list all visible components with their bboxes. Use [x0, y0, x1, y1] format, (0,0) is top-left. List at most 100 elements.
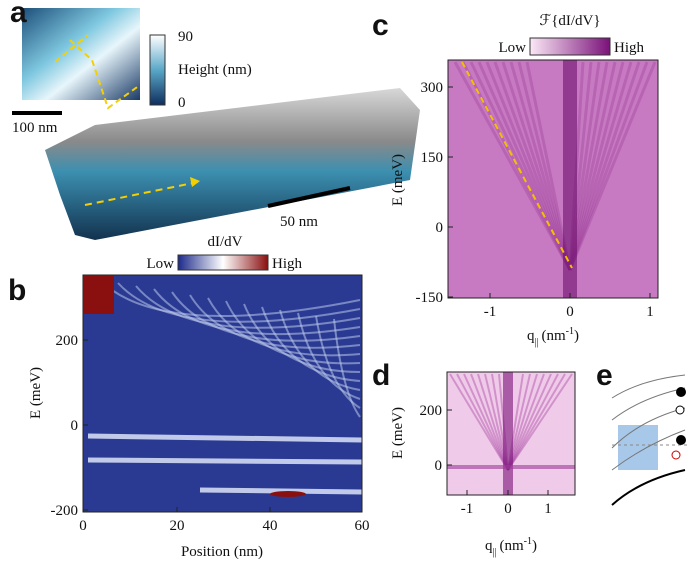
- band: [611, 374, 686, 471]
- y-tick-label: 0: [435, 458, 443, 474]
- state: [676, 387, 686, 397]
- stripe: [315, 315, 361, 409]
- colorbar-tick: 0: [178, 95, 186, 111]
- y-tick-label: -200: [51, 503, 79, 519]
- stripe: [225, 300, 361, 365]
- state: [676, 435, 686, 445]
- y-tick-label: 200: [56, 333, 79, 349]
- panel-label: d: [372, 359, 390, 392]
- stripe: [199, 487, 363, 495]
- panel-label: e: [596, 359, 613, 392]
- path-arrow: [84, 181, 199, 206]
- x-axis-label: Position (nm): [181, 544, 263, 560]
- heatmap: [83, 275, 362, 512]
- path-line: [69, 39, 141, 110]
- axes-frame: [446, 371, 576, 496]
- colorbar-title: ℱ{dI/dV}: [539, 13, 600, 29]
- y-tick-label: 200: [420, 403, 443, 419]
- x-tick-label: 1: [544, 501, 552, 517]
- stripe: [333, 318, 361, 418]
- y-tick-label: 0: [436, 220, 444, 236]
- colorbar: [529, 37, 611, 56]
- path-line: [54, 34, 89, 63]
- filled-states: [618, 425, 658, 470]
- colorbar-tick: 90: [178, 29, 193, 45]
- branch: [463, 373, 509, 471]
- x-tick-label: 60: [355, 518, 370, 534]
- panel-e: [611, 374, 688, 506]
- branch: [507, 373, 559, 471]
- branch: [568, 61, 657, 271]
- branch: [568, 61, 633, 271]
- branch: [493, 61, 572, 271]
- arrow-head: [190, 177, 200, 187]
- branch: [568, 61, 625, 271]
- colorbar: [177, 254, 269, 271]
- stripe: [243, 303, 361, 373]
- branch: [456, 373, 509, 471]
- x-tick-label: -1: [484, 304, 497, 320]
- branch: [461, 61, 572, 271]
- x-tick-label: 20: [170, 518, 185, 534]
- branch: [449, 373, 509, 471]
- branch: [568, 61, 617, 271]
- branch: [568, 61, 649, 271]
- colorbar-low: Low: [147, 256, 175, 272]
- x-tick-label: -1: [461, 501, 474, 517]
- y-axis-label: E (meV): [390, 407, 406, 459]
- stripe: [117, 282, 361, 323]
- center-band: [563, 60, 577, 298]
- y-tick-label: 0: [71, 418, 79, 434]
- branch: [507, 373, 573, 471]
- hot-spot: [270, 491, 306, 497]
- panel-label: b: [8, 274, 26, 307]
- colorbar-title: dI/dV: [208, 234, 243, 250]
- band: [611, 469, 686, 506]
- panel-a: [12, 8, 420, 240]
- branch: [507, 373, 545, 471]
- x-axis-label: q|| (nm-1): [527, 326, 579, 348]
- stripe: [87, 433, 363, 443]
- x-tick-label: 0: [504, 501, 512, 517]
- label-part: q: [485, 538, 493, 554]
- axes-frame: [82, 274, 363, 513]
- label-part: ): [574, 328, 579, 344]
- colorbar-label: Height (nm): [178, 62, 252, 78]
- label-sub: ||: [534, 337, 538, 348]
- label-part: (nm: [542, 328, 566, 344]
- hot-spot: [84, 276, 114, 314]
- height-colorbar: [149, 34, 166, 106]
- label-part: (nm: [500, 538, 524, 554]
- x-tick-label: 1: [646, 304, 654, 320]
- branch: [517, 61, 572, 271]
- branch: [525, 61, 572, 271]
- label-sub: ||: [492, 547, 496, 558]
- center-band: [503, 372, 513, 495]
- y-tick-label: 150: [421, 150, 444, 166]
- scale-label: 100 nm: [12, 120, 58, 136]
- scale-bar: [267, 186, 351, 208]
- branch: [509, 61, 572, 271]
- y-tick-label: 300: [421, 80, 444, 96]
- topography-inset: [22, 8, 140, 100]
- stripe: [87, 457, 363, 465]
- x-axis-label: q|| (nm-1): [485, 536, 537, 558]
- scale-label: 50 nm: [280, 214, 318, 230]
- branch: [453, 61, 572, 271]
- branch: [507, 373, 566, 471]
- panel-b: [83, 254, 362, 512]
- axes-frame: [447, 59, 659, 299]
- y-axis-label: E (meV): [28, 367, 44, 419]
- nanowire-3d: [45, 88, 420, 240]
- colorbar-low: Low: [499, 40, 527, 56]
- colorbar-high: High: [614, 40, 645, 56]
- branch: [485, 61, 572, 271]
- stripe: [171, 291, 361, 342]
- x-tick-label: 40: [263, 518, 278, 534]
- y-tick-label: -150: [416, 290, 444, 306]
- panel-label: c: [372, 9, 389, 42]
- x-tick-label: 0: [566, 304, 574, 320]
- colorbar-high: High: [272, 256, 303, 272]
